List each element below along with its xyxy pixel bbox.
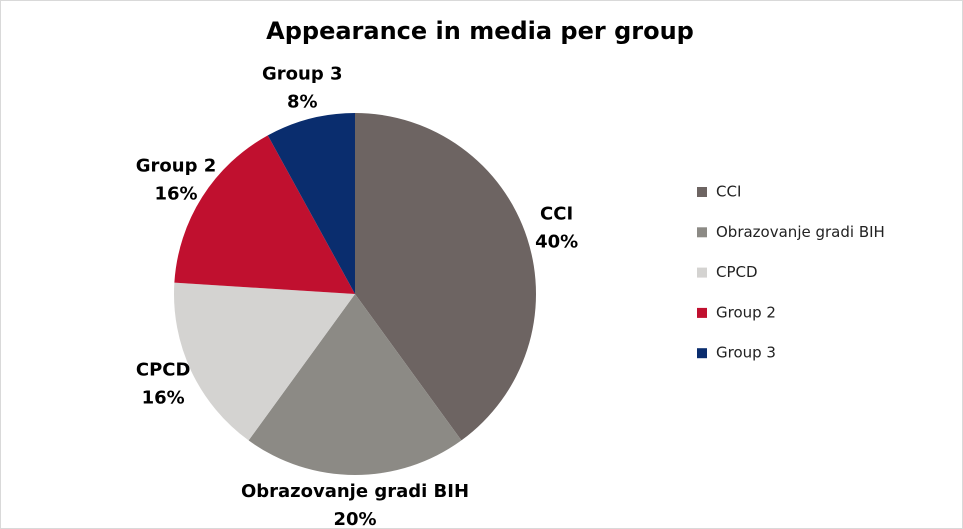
slice-name-label: CPCD: [136, 359, 191, 380]
legend-swatch: [697, 187, 707, 197]
legend-label: Obrazovanje gradi BIH: [716, 223, 885, 241]
legend-label: CPCD: [716, 263, 758, 281]
slice-value-label: 8%: [287, 92, 318, 113]
pie-slice: [267, 113, 355, 294]
slice-name-label: Obrazovanje gradi BIH: [241, 481, 469, 502]
chart-title: Appearance in media per group: [266, 17, 694, 45]
slice-value-label: 16%: [154, 183, 197, 204]
legend-label: Group 2: [716, 303, 776, 321]
legend-swatch: [697, 307, 707, 318]
legend-swatch: [697, 267, 707, 278]
pie-slice: [355, 113, 537, 441]
legend-label: Group 3: [716, 344, 776, 362]
slice-name-label: Group 2: [136, 155, 217, 176]
slice-value-label: 20%: [333, 509, 376, 529]
pie-slice: [174, 135, 355, 294]
legend-label: CCI: [716, 183, 741, 201]
slice-name-label: Group 3: [262, 64, 343, 85]
legend-swatch: [697, 227, 707, 238]
slice-value-label: 16%: [142, 387, 185, 408]
pie-slice: [174, 282, 355, 441]
legend-swatch: [697, 348, 707, 359]
slice-name-label: CCI: [540, 203, 573, 224]
slice-value-label: 40%: [535, 231, 578, 252]
pie-slice: [248, 294, 462, 476]
